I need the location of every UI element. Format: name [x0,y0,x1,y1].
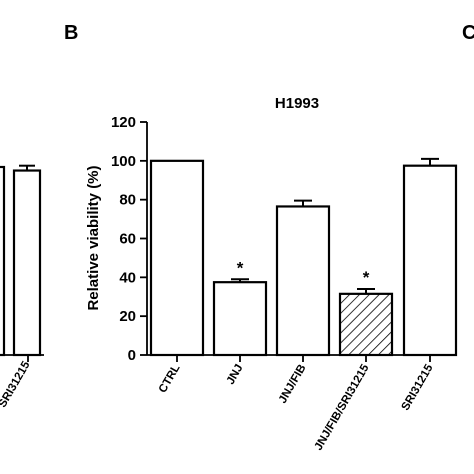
y-tick-label-5: 100 [111,153,136,170]
significance-marker-1: * [237,258,244,277]
bar-1 [212,281,268,357]
left-panel-fragment: SRI31215 [0,164,44,410]
chart-title: H1993 [275,95,319,112]
panel-letter-c: C [462,22,474,44]
y-axis-label: Relative viability (%) [85,165,102,310]
y-tick-label-3: 60 [119,231,136,248]
x-tick-label-2: JNJ/FIB [277,363,309,406]
left-panel-cut-label: SRI31215 [0,359,33,410]
y-tick-label-1: 20 [119,308,136,325]
bars: ** [149,157,458,357]
bar-chart-h1993: H1993 Relative viability (%) 0 20 40 60 80 10… [85,95,458,453]
bar-3 [338,292,394,357]
bar-2 [275,205,331,357]
significance-marker-3: * [363,268,370,287]
bar-0 [149,159,205,357]
x-tick-label-3: JNJ/FIB/SRI31215 [313,362,372,453]
y-tick-label-2: 40 [119,269,136,286]
left-panel-bar [12,169,42,357]
x-tick-label-0: CTRL [157,363,183,396]
panel-letter-b: B [64,22,78,44]
left-panel-bar-partial [0,165,6,357]
x-tick-label-4: SRI31215 [400,362,436,413]
bar-4 [402,164,458,357]
y-tick-label-6: 120 [111,114,136,131]
x-ticks: CTRL JNJ JNJ/FIB JNJ/FIB/SRI31215 SRI31215 [157,355,436,453]
x-tick-label-1: JNJ [225,363,246,387]
y-tick-label-0: 0 [128,347,136,364]
y-tick-label-4: 80 [119,192,136,209]
y-ticks: 0 20 40 60 80 100 120 [111,114,147,364]
